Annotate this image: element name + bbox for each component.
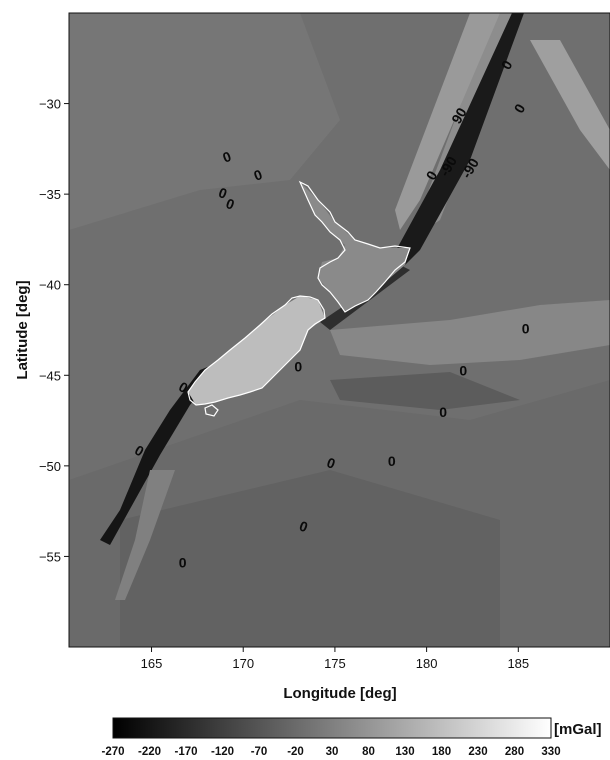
colorbar-tick-label: 280 <box>505 746 524 758</box>
x-axis: 165 170 175 180 185 <box>141 647 529 671</box>
colorbar-tick-label: 230 <box>468 746 487 758</box>
colorbar-tick-label: -270 <box>101 746 124 758</box>
contour-label: 0 <box>294 359 302 375</box>
colorbar-tick-label: 80 <box>362 746 375 758</box>
y-axis: −30 −35 −40 −45 −50 −55 <box>39 97 69 564</box>
colorbar-tick-label: 180 <box>432 746 451 758</box>
kermadec-trench <box>388 13 524 270</box>
stewart-island-coastline <box>204 404 219 417</box>
x-tick-label: 165 <box>141 656 163 671</box>
chatham-rise <box>330 300 610 365</box>
colorbar-tick-label: -170 <box>174 746 197 758</box>
colorbar-tick-label: -220 <box>138 746 161 758</box>
colorbar-unit: [mGal] <box>554 721 602 738</box>
north-island-coastline <box>298 180 411 313</box>
x-tick-label: 180 <box>416 656 438 671</box>
contour-label: 0 <box>522 321 530 337</box>
y-tick-label: −30 <box>39 97 61 112</box>
north-island-fill <box>300 182 410 312</box>
east-light-strip <box>530 40 610 170</box>
northwest-basin-shade <box>69 13 340 230</box>
y-tick-label: −40 <box>39 278 61 293</box>
contour-label: 0 <box>439 404 447 420</box>
x-axis-title: Longitude [deg] <box>283 685 396 702</box>
colorbar-tick-label: -70 <box>251 746 268 758</box>
contour-label: 0 <box>459 362 467 378</box>
colorbar-tick-label: -20 <box>287 746 304 758</box>
colville-ridge-band <box>395 13 500 230</box>
south-island-fill <box>188 296 325 405</box>
bounty-trough <box>330 372 520 410</box>
y-tick-label: −50 <box>39 459 61 474</box>
y-axis-title: Latitude [deg] <box>14 280 31 379</box>
map-frame <box>68 12 610 648</box>
colorbar-tick-labels: -270 -220 -170 -120 -70 -20 30 80 130 180 230 280 33… <box>101 746 560 758</box>
south-island-coastline <box>187 295 326 406</box>
colorbar: [mGal] -270 -220 -170 -120 -70 -20 30 80 130 180 2… <box>101 717 602 758</box>
puysegur-trench <box>100 345 245 545</box>
y-tick-label: −45 <box>39 368 61 383</box>
contour-label: 0 <box>388 453 396 469</box>
contour-label: 0 <box>179 554 187 570</box>
contour-label: 90 <box>448 105 470 127</box>
x-tick-label: 170 <box>232 656 254 671</box>
colorbar-tick-label: 330 <box>541 746 560 758</box>
south-basin-shade <box>120 470 500 647</box>
colorbar-tick-label: 30 <box>326 746 339 758</box>
y-tick-label: −35 <box>39 187 61 202</box>
colorbar-tick-label: 130 <box>395 746 414 758</box>
colorbar-tick-label: -120 <box>211 746 234 758</box>
x-tick-label: 175 <box>324 656 346 671</box>
x-tick-label: 185 <box>507 656 529 671</box>
y-tick-label: −55 <box>39 549 61 564</box>
colorbar-gradient <box>112 717 552 739</box>
macquarie-ridge-light <box>115 470 175 600</box>
